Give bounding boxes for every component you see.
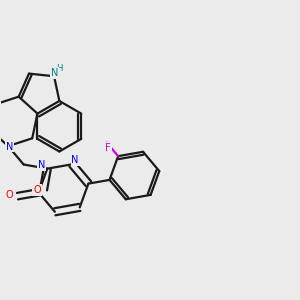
Text: N: N — [51, 68, 59, 78]
Text: H: H — [56, 64, 63, 73]
Text: O: O — [33, 185, 41, 195]
Text: F: F — [106, 143, 111, 153]
Text: N: N — [71, 155, 79, 165]
Text: O: O — [5, 190, 13, 200]
Text: N: N — [38, 160, 46, 170]
Text: N: N — [6, 142, 14, 152]
